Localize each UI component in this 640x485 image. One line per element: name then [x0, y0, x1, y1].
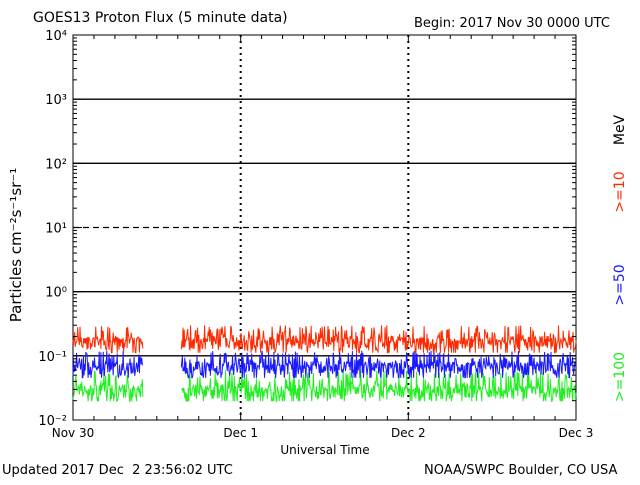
- updated-timestamp: Updated 2017 Dec 2 23:56:02 UTC: [2, 463, 233, 478]
- x-tick-label: Dec 2: [391, 426, 426, 440]
- x-tick-label: Nov 30: [52, 426, 95, 440]
- y-tick-label: 10⁻²: [38, 414, 67, 429]
- legend-unit-mev: MeV: [612, 114, 628, 145]
- y-tick-label: 10⁻¹: [38, 350, 67, 365]
- y-tick-label: 10³: [45, 93, 67, 108]
- legend-series-10: >=10: [612, 171, 628, 212]
- x-tick-label: Dec 1: [223, 426, 258, 440]
- series-layer: [72, 325, 577, 402]
- day-divider-lines: [239, 35, 410, 420]
- begin-label: Begin: 2017 Nov 30 0000 UTC: [414, 16, 610, 31]
- y-axis-label: Particles cm⁻²s⁻¹sr⁻¹: [7, 168, 25, 322]
- y-tick-label: 10¹: [45, 222, 67, 237]
- reference-lines: [73, 98, 576, 357]
- x-axis-ticks: Nov 30 Dec 1 Dec 2 Dec 3: [52, 35, 594, 440]
- y-tick-label: 10²: [45, 157, 67, 172]
- y-tick-label: 10⁴: [45, 29, 67, 44]
- chart-title: GOES13 Proton Flux (5 minute data): [33, 10, 288, 26]
- series-line: [180, 325, 577, 354]
- legend-series-50: >=50: [612, 264, 628, 305]
- series-line: [72, 350, 144, 379]
- series-line: [180, 350, 577, 379]
- x-tick-label: Dec 3: [559, 426, 594, 440]
- x-axis-label: Universal Time: [280, 443, 369, 457]
- y-tick-label: 10⁰: [45, 286, 67, 301]
- series-line: [72, 370, 144, 402]
- legend-series-100: >=100: [612, 352, 628, 402]
- series-line: [72, 326, 144, 354]
- source-credit: NOAA/SWPC Boulder, CO USA: [424, 463, 617, 478]
- series-line: [181, 370, 577, 402]
- y-axis-ticks: 10⁻² 10⁻¹ 10⁰ 10¹ 10² 10³ 10⁴: [38, 29, 576, 429]
